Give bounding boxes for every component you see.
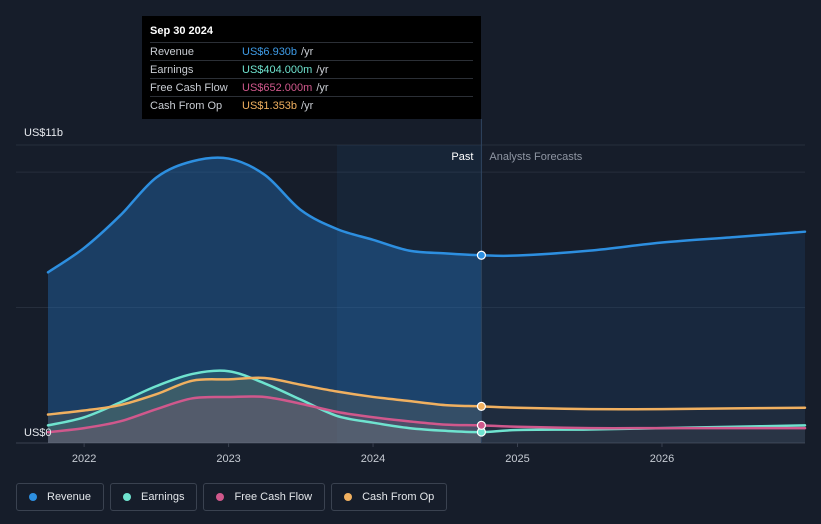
cash-from-op-forecast-area [481,406,805,443]
cash-from-op-past-area [48,377,482,443]
legend-item-free-cash-flow[interactable]: Free Cash Flow [203,483,326,511]
tooltip-label: Revenue [150,45,195,58]
legend-item-cash-from-op[interactable]: Cash From Op [331,483,448,511]
legend-dot-icon [123,493,132,501]
tooltip-unit: /yr [316,81,329,94]
series-areas [48,157,805,443]
legend-label: Free Cash Flow [234,491,313,503]
tooltip-row-free-cash-flow: Free Cash Flow US$652.000m /yr [150,78,473,96]
legend-label: Earnings [141,491,185,503]
legend-label: Cash From Op [362,491,435,503]
tooltip-label: Free Cash Flow [150,81,228,94]
x-tick-2022: 2022 [72,453,96,465]
analysts-forecasts-label: Analysts Forecasts [489,151,582,163]
tooltip-unit: /yr [316,63,329,76]
tooltip-label: Earnings [150,63,194,76]
x-tick-2023: 2023 [216,453,240,465]
past-label: Past [451,151,473,163]
hover-points [476,250,486,437]
revenue-hover-point [476,250,486,260]
series-lines [46,156,807,434]
grid-lines [16,144,805,444]
y-axis-max-label: US$11b [24,127,63,139]
tooltip-value: US$1.353b [242,99,298,112]
tooltip-unit: /yr [301,45,314,58]
tooltip-row-revenue: Revenue US$6.930b /yr [150,42,473,60]
tooltip-label: Cash From Op [150,99,223,112]
legend-dot-icon [29,493,37,501]
tooltip-value: US$404.000m [242,63,313,76]
legend-item-earnings[interactable]: Earnings [110,483,198,511]
x-tick-2024: 2024 [361,453,385,465]
revenue-line [46,156,807,274]
legend-item-revenue[interactable]: Revenue [16,483,105,511]
past-highlight-band [336,145,482,443]
tooltip-value: US$652.000m [242,81,313,94]
revenue-forecast-area [481,231,805,443]
free-cash-flow-hover-point [476,420,486,430]
tooltip-row-earnings: Earnings US$404.000m /yr [150,60,473,78]
cash-from-op-hover-point [476,401,486,411]
tooltip-value: US$6.930b [242,45,298,58]
y-axis-zero-label: US$0 [24,427,52,439]
legend: Revenue Earnings Free Cash Flow Cash Fro… [16,483,448,511]
free-cash-flow-line [46,395,807,434]
legend-dot-icon [344,493,353,501]
x-axis-ticks: 2022 2023 2024 2025 2026 [72,443,674,465]
legend-label: Revenue [47,491,92,503]
revenue-past-area [48,157,482,443]
x-tick-2025: 2025 [505,453,529,465]
legend-dot-icon [216,493,225,501]
tooltip-date: Sep 30 2024 [150,25,213,37]
earnings-past-area [48,370,482,443]
tooltip-row-cash-from-op: Cash From Op US$1.353b /yr [150,96,473,114]
tooltip-unit: /yr [301,99,314,112]
x-tick-2026: 2026 [650,453,674,465]
cash-from-op-line [46,376,807,416]
free-cash-flow-past-area [48,396,482,443]
tooltip: Sep 30 2024 Revenue US$6.930b /yr Earnin… [142,16,481,119]
